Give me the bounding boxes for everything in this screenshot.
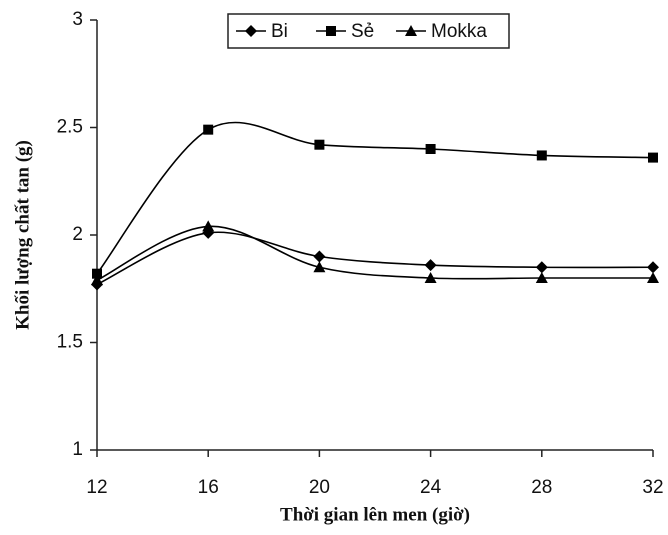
- series-line: [96, 231, 654, 286]
- marker: [313, 250, 326, 263]
- legend-label: Mokka: [431, 21, 487, 42]
- y-tick-label: 3: [72, 9, 83, 30]
- marker: [648, 152, 658, 163]
- marker: [203, 124, 214, 135]
- x-tick-label: 20: [309, 477, 330, 498]
- legend-label: Bi: [271, 21, 288, 42]
- marker: [313, 261, 326, 273]
- y-tick-label: 1: [72, 439, 83, 460]
- y-tick-label: 1.5: [57, 332, 83, 353]
- x-tick-label: 28: [531, 477, 552, 498]
- x-tick-label: 12: [86, 477, 107, 498]
- x-axis-title: Thời gian lên men (giờ): [280, 504, 470, 525]
- marker: [424, 272, 437, 283]
- marker: [647, 261, 659, 274]
- x-tick-label: 32: [642, 477, 663, 498]
- marker: [536, 150, 547, 161]
- legend-label: Sẻ: [351, 21, 374, 42]
- marker: [535, 261, 548, 274]
- marker: [425, 144, 436, 154]
- legend-box: [227, 13, 510, 49]
- x-tick-label: 16: [198, 477, 219, 498]
- y-tick-label: 2: [72, 224, 83, 245]
- marker: [535, 272, 548, 283]
- marker: [647, 272, 659, 283]
- y-tick-label: 2.5: [57, 117, 83, 138]
- y-axis-title: Khối lượng chất tan (g): [12, 140, 33, 330]
- x-tick-label: 24: [420, 477, 442, 498]
- marker: [326, 26, 336, 36]
- marker: [92, 268, 102, 279]
- marker: [91, 274, 103, 286]
- series-line: [96, 121, 654, 275]
- marker: [314, 139, 325, 150]
- marker: [424, 259, 437, 272]
- marker: [245, 25, 257, 37]
- series-line: [96, 225, 653, 281]
- marker: [405, 25, 417, 36]
- marker: [202, 220, 215, 232]
